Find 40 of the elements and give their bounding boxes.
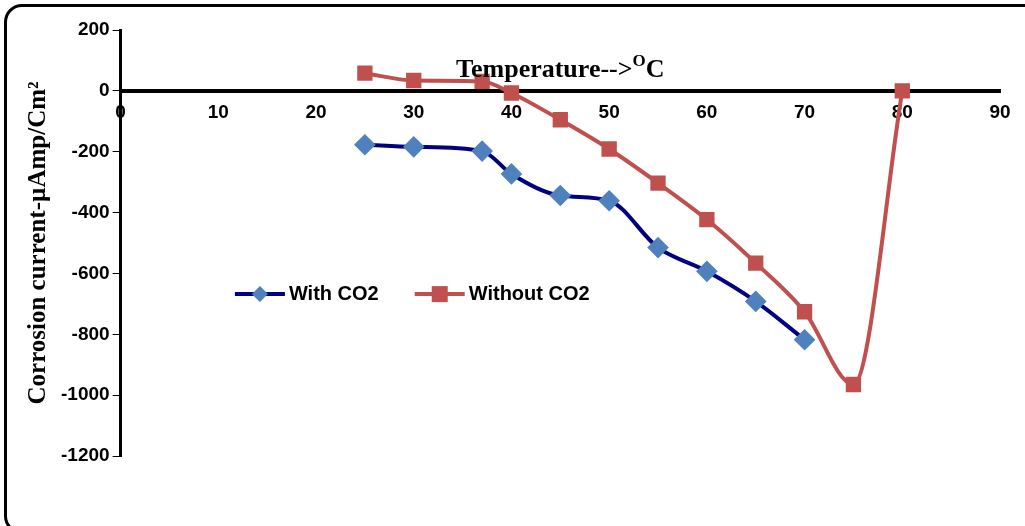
x-tick-label: 70 (794, 101, 816, 123)
x-tick-label: 50 (598, 101, 620, 123)
point (796, 304, 813, 320)
x-tick-label: 20 (305, 101, 327, 123)
y-tick-label: 0 (99, 79, 110, 101)
y-tick-label: -1200 (60, 444, 110, 466)
legend-label: Without CO2 (468, 281, 590, 304)
point (601, 141, 617, 157)
x-tick-label: 90 (989, 101, 1011, 123)
point (501, 163, 522, 184)
y-tick-label: 200 (77, 18, 110, 40)
x-tick-label: 40 (500, 101, 523, 123)
x-tick-label: 10 (207, 101, 229, 123)
point (650, 175, 666, 191)
point (696, 261, 717, 282)
x-tick-label: 30 (403, 101, 425, 123)
y-tick-label: -400 (71, 200, 110, 222)
point (748, 255, 764, 271)
point (403, 136, 424, 157)
y-tick-label: -1000 (60, 383, 110, 405)
point (354, 134, 375, 155)
point (503, 85, 520, 101)
point (894, 83, 910, 99)
point (599, 190, 620, 211)
point (845, 376, 862, 393)
point (699, 211, 715, 228)
point (745, 291, 766, 312)
y-axis-title: Corrosion current-µAmp/Cm² (23, 81, 51, 405)
point (550, 185, 571, 206)
x-tick-label: 60 (696, 101, 718, 123)
y-tick-label: -200 (71, 139, 110, 161)
point (552, 112, 568, 128)
y-tick-label: -600 (71, 261, 110, 283)
point (357, 65, 373, 81)
point (648, 237, 669, 258)
legend-label: With CO2 (288, 281, 379, 304)
y-tick-label: -800 (71, 322, 110, 344)
point (406, 72, 422, 89)
point (472, 141, 493, 162)
point (794, 329, 815, 350)
